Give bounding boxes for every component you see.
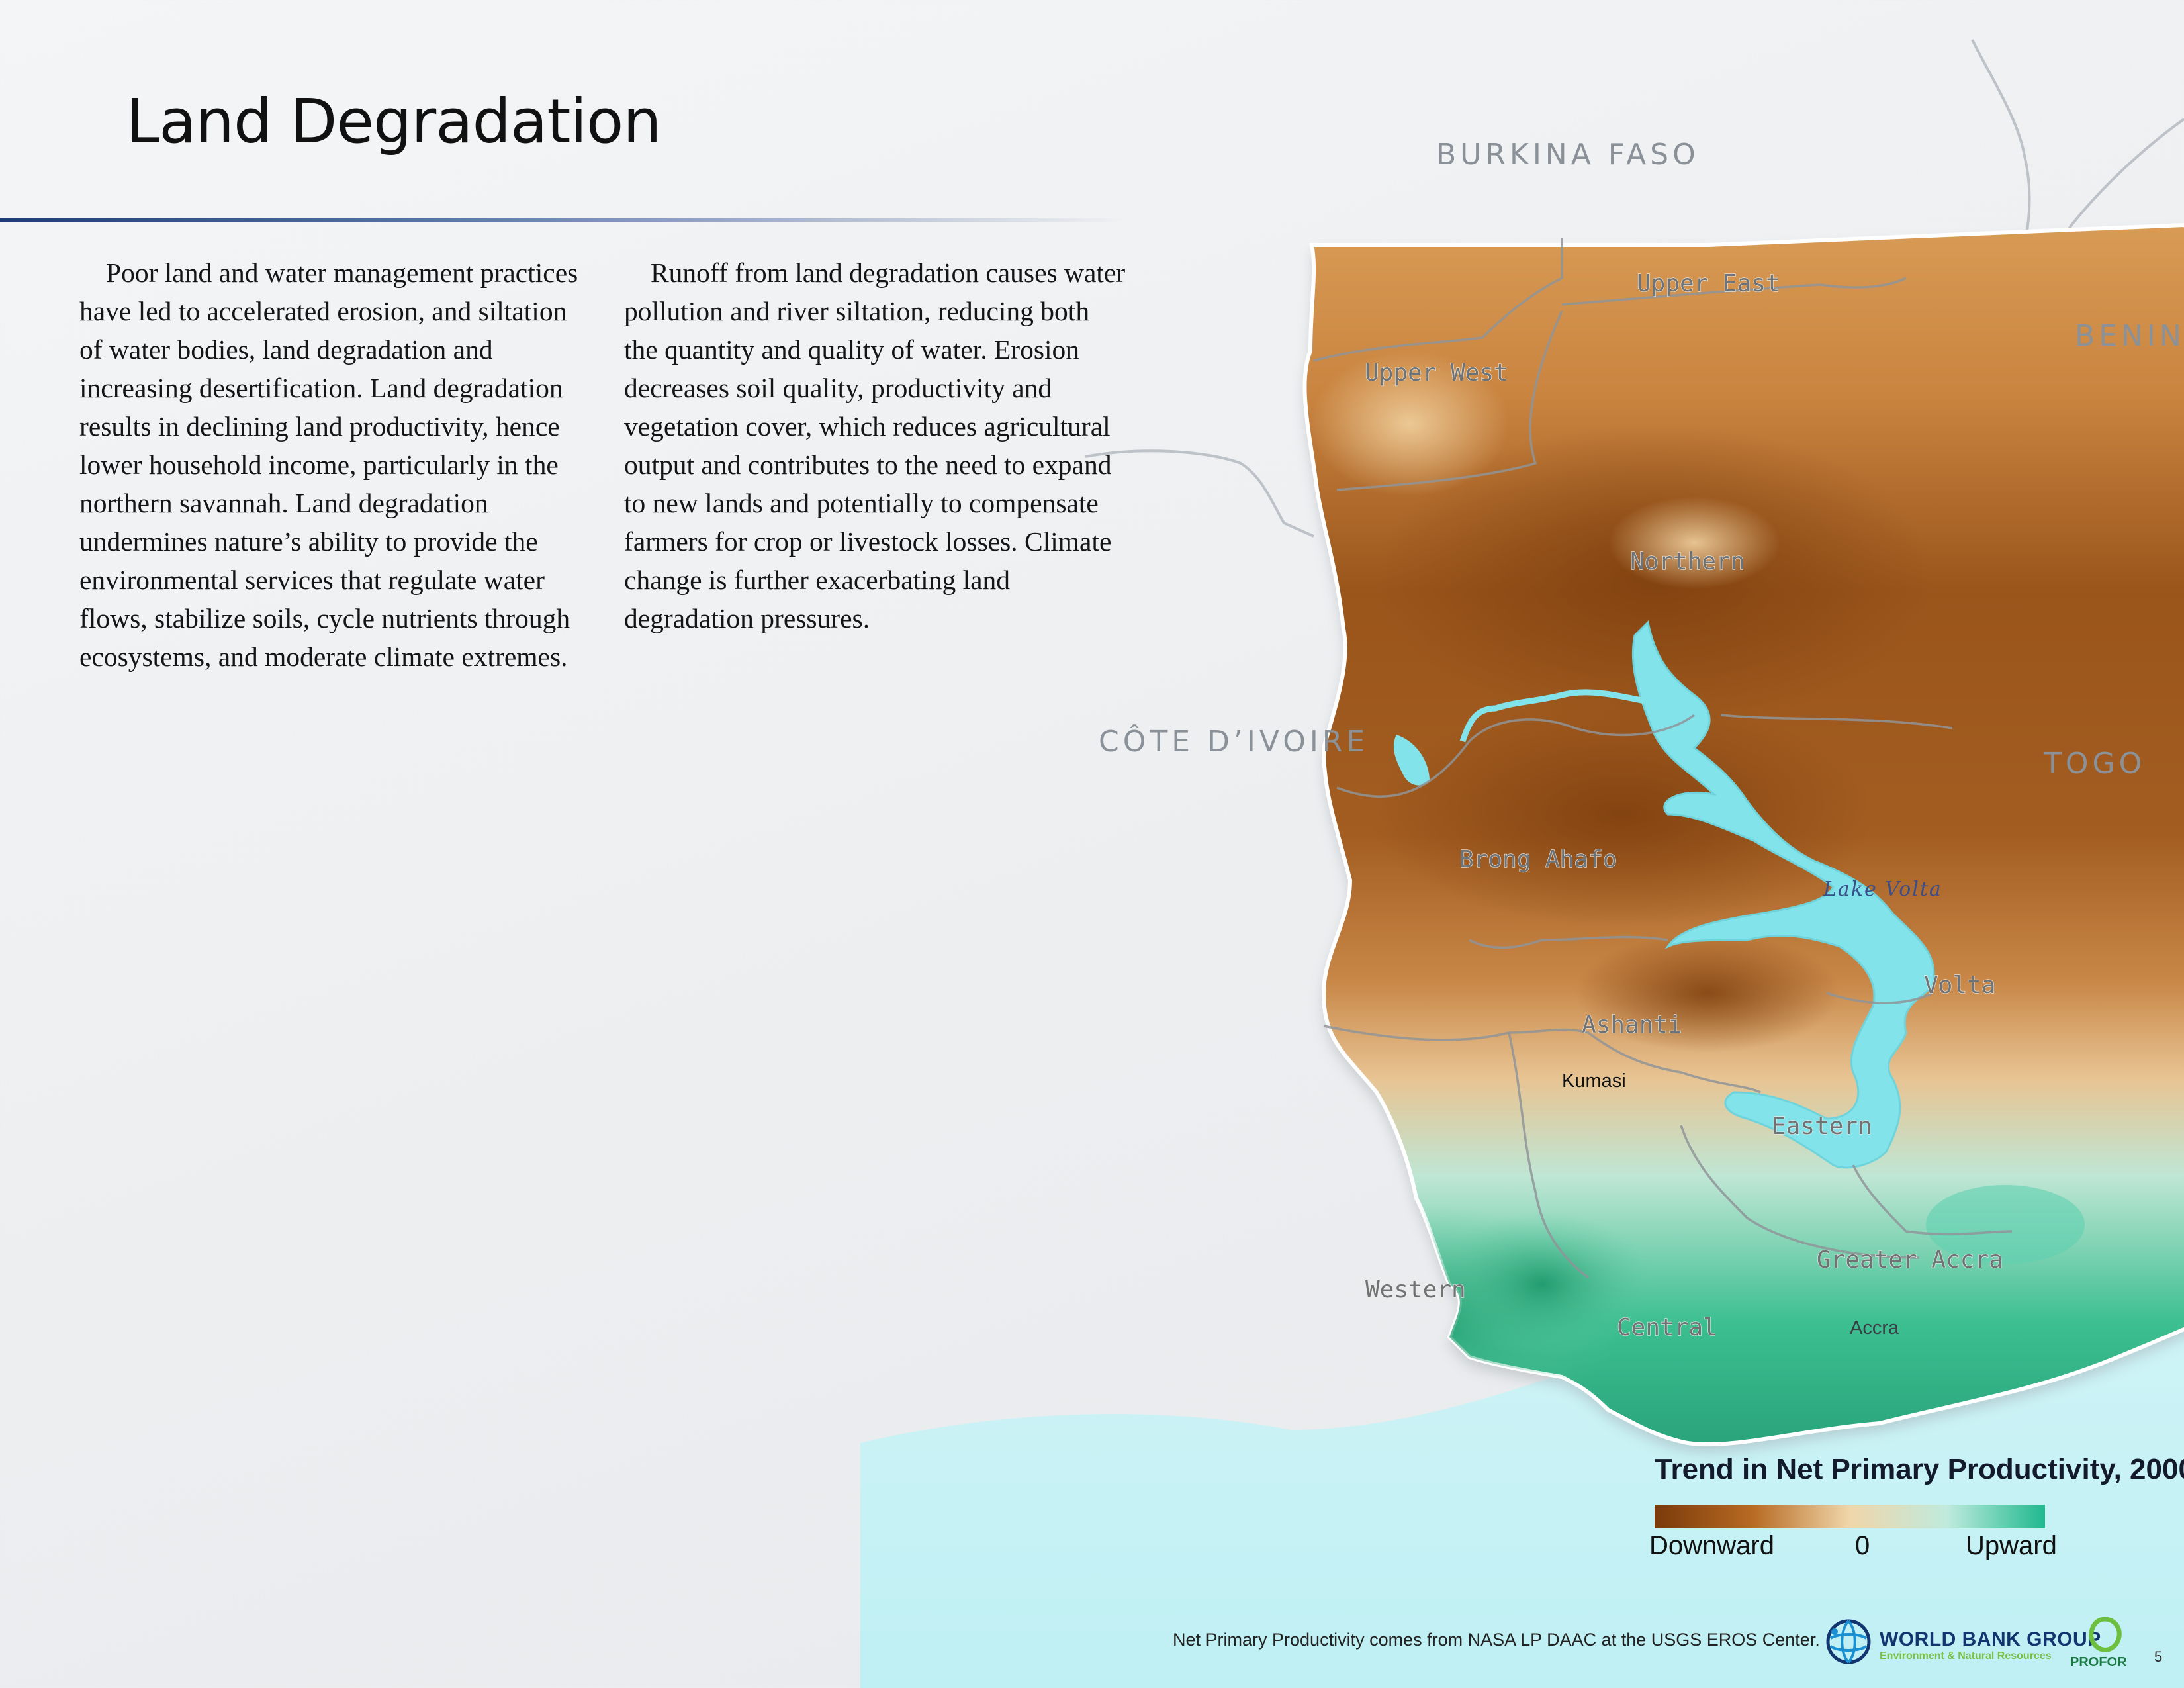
- label-upper-west: Upper West: [1365, 359, 1508, 387]
- body-paragraph-right: Runoff from land degradation causes wate…: [624, 258, 1126, 633]
- label-upper-east: Upper East: [1637, 270, 1780, 297]
- label-central: Central: [1617, 1314, 1717, 1341]
- page-title: Land Degradation: [126, 86, 662, 157]
- legend-title: Trend in Net Primary Productivity, 2000-…: [1655, 1453, 2184, 1485]
- label-volta: Volta: [1924, 972, 1995, 999]
- source-note: Net Primary Productivity comes from NASA…: [1173, 1630, 1820, 1650]
- label-lake-volta: Lake Volta: [1823, 878, 1942, 901]
- legend-color-ramp: [1655, 1505, 2045, 1528]
- profor-name: PROFOR: [2070, 1655, 2127, 1669]
- world-bank-globe-icon: [1826, 1619, 1871, 1664]
- body-paragraph-left: Poor land and water management practices…: [79, 258, 578, 672]
- world-bank-unit: Environment & Natural Resources: [1880, 1650, 2052, 1662]
- label-ashanti: Ashanti: [1582, 1011, 1682, 1039]
- black-volta-river: [1459, 689, 1649, 743]
- bui-reservoir: [1393, 735, 1430, 786]
- legend-label-downward: Downward: [1649, 1531, 1774, 1560]
- label-burkina-faso: BURKINA FASO: [1436, 138, 1700, 171]
- world-bank-group-name: WORLD BANK GROUP: [1880, 1628, 2101, 1650]
- label-brong-ahafo: Brong Ahafo: [1459, 846, 1617, 873]
- label-accra: Accra: [1850, 1317, 1899, 1338]
- label-cote-divoire: CÔTE D’IVOIRE: [1099, 724, 1369, 759]
- title-rule: [0, 218, 1125, 222]
- region-borders: [1313, 238, 2013, 1279]
- profor-leaf-icon: [2089, 1617, 2122, 1652]
- label-togo: TOGO: [2043, 747, 2146, 780]
- label-greater-accra: Greater Accra: [1817, 1246, 2003, 1274]
- label-northern: Northern: [1630, 548, 1745, 575]
- page-number: 5: [2154, 1648, 2163, 1665]
- label-benin: BENIN: [2075, 319, 2184, 353]
- label-kumasi: Kumasi: [1562, 1070, 1626, 1092]
- label-eastern: Eastern: [1772, 1113, 1872, 1140]
- ghana-country: [1302, 222, 2184, 1446]
- gulf-of-guinea: [860, 1125, 2184, 1688]
- lake-volta-shape: [1631, 620, 1935, 1169]
- legend-label-zero: 0: [1855, 1531, 1870, 1560]
- legend-label-upward: Upward: [1966, 1531, 2057, 1560]
- label-western: Western: [1365, 1276, 1466, 1303]
